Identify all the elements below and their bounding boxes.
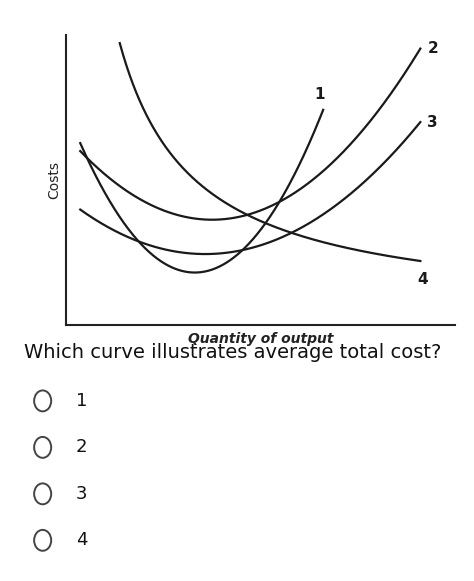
X-axis label: Quantity of output: Quantity of output [188, 332, 333, 346]
Text: 3: 3 [427, 114, 438, 130]
Text: 2: 2 [76, 439, 87, 456]
Text: 1: 1 [314, 87, 325, 102]
Text: 2: 2 [427, 41, 438, 56]
Y-axis label: Costs: Costs [47, 161, 61, 199]
Text: 4: 4 [417, 271, 428, 286]
Text: 1: 1 [76, 392, 87, 410]
Text: 3: 3 [76, 485, 87, 503]
Text: Which curve illustrates average total cost?: Which curve illustrates average total co… [24, 343, 441, 362]
Text: 4: 4 [76, 532, 87, 549]
